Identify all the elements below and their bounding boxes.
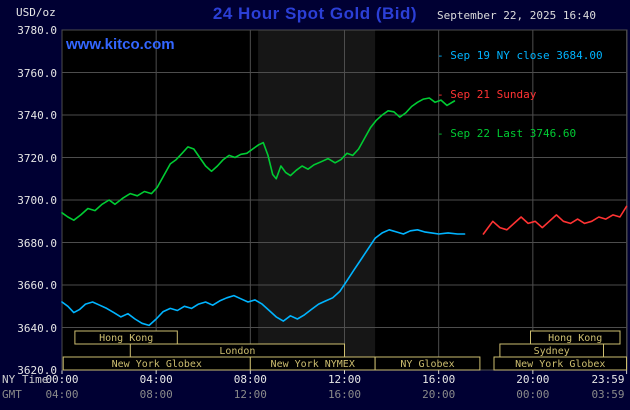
ny-time-label: 04:00 [139,373,173,386]
chart-legend: - Sep 19 NY close 3684.00 - Sep 21 Sunda… [437,23,603,166]
session-label: Sydney [534,346,570,357]
session-box-ny-globex [374,356,481,371]
session-label: Hong Kong [548,333,602,344]
y-axis-label: 3780.0 [17,24,57,37]
ny-time-axis-caption: NY Time [2,373,49,386]
y-axis-label: 3680.0 [17,236,57,250]
legend-item-sep21-sunday: - Sep 21 Sunday [437,88,537,101]
legend-item-sep19-close: - Sep 19 NY close 3684.00 [437,49,603,62]
chart-datetime: September 22, 2025 16:40 [437,9,596,22]
y-axis-label: 3720.0 [17,151,57,165]
session-label: NY Globex [400,359,454,370]
series-line-sep22-current [61,97,456,221]
gmt-time-label: 20:00 [422,388,456,401]
gmt-time-label: 04:00 [45,388,79,401]
ny-time-label: 23:59 [591,373,625,386]
ny-time-label: 12:00 [327,373,362,386]
gmt-time-label: 00:00 [516,388,550,401]
gmt-time-label: 16:00 [327,388,362,401]
kitco-website-link[interactable]: www.kitco.com [66,36,175,53]
y-axis-label: 3760.0 [17,66,57,80]
session-label: New York NYMEX [271,359,355,370]
session-label: Hong Kong [99,333,153,344]
y-axis-label: 3640.0 [17,321,57,335]
session-box-new-york-globex [493,356,627,371]
y-axis-label: 3700.0 [17,194,57,207]
legend-item-sep22-last: - Sep 22 Last 3746.60 [437,127,577,140]
session-label: New York Globex [112,359,202,370]
session-label: New York Globex [515,359,605,370]
session-label: London [219,346,255,357]
ny-time-label: 00:00 [45,373,79,386]
gmt-time-label: 12:00 [233,388,267,401]
gmt-axis-caption: GMT [2,388,22,401]
chart-title: 24 Hour Spot Gold (Bid) [212,4,418,23]
gmt-time-label: 08:00 [139,388,173,401]
y-axis-label: 3620.0 [17,364,57,377]
ny-time-label: 08:00 [233,373,267,386]
series-line-sep19-ny-close [61,229,466,327]
session-box-hong-kong [74,330,178,345]
price-units-label: USD/oz [16,6,56,19]
gmt-time-label: 03:59 [591,388,625,401]
y-axis-label: 3660.0 [17,279,57,292]
series-line-sep21-sunday [482,205,628,235]
y-axis-label: 3740.0 [17,109,57,122]
ny-time-label: 20:00 [516,373,550,386]
ny-time-label: 16:00 [422,373,456,386]
